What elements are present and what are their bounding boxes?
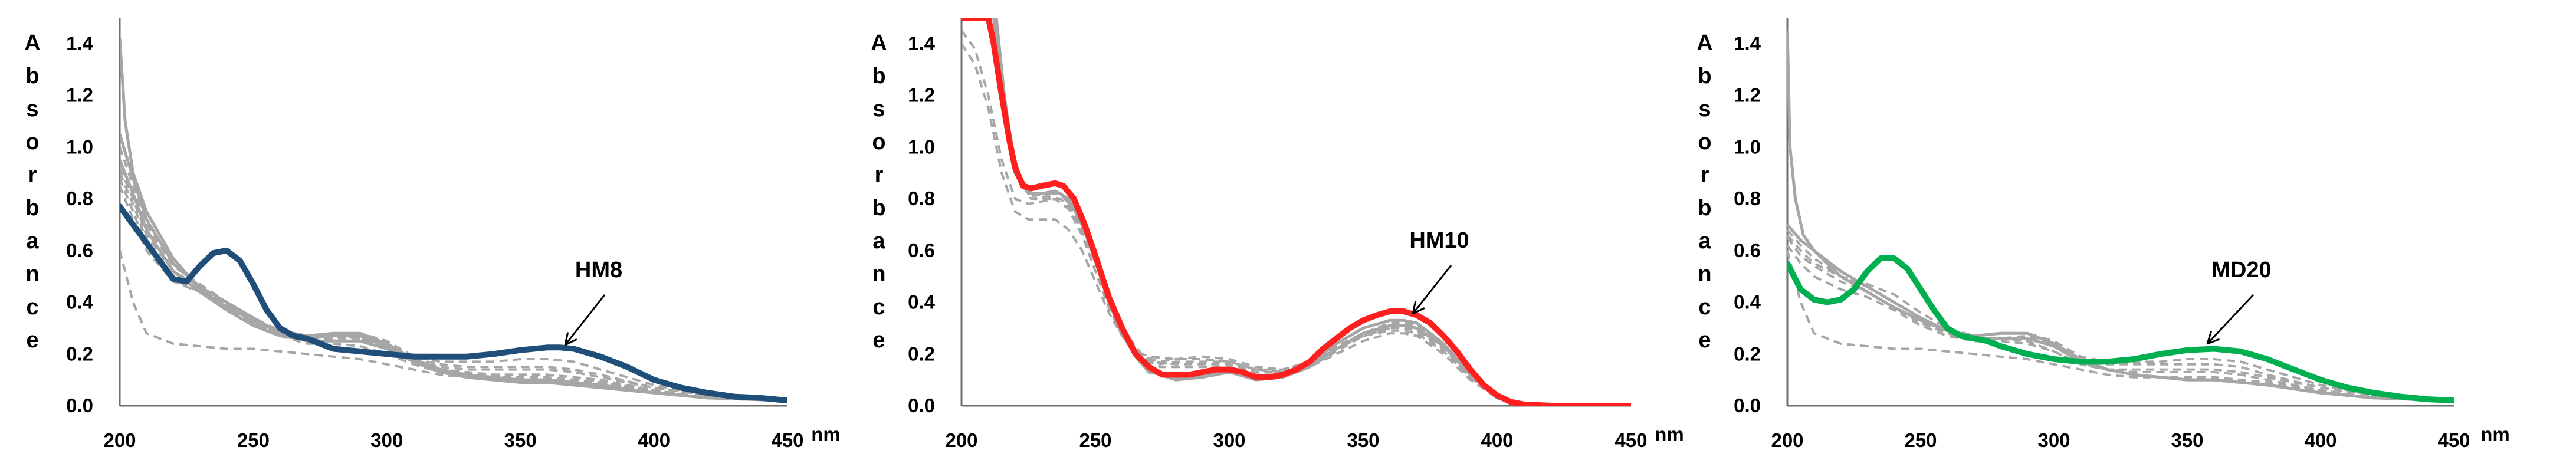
sample-annotation-label: MD20 [2211,258,2271,282]
panel-left: 0.0 0.2 0.4 0.6 0.8 1.0 1.2 1.4 200 250 300 350 400 4… [24,18,841,451]
x-tick-label: 400 [2304,429,2337,451]
x-tick-label: 350 [2171,429,2203,451]
y-tick-label: 0.4 [908,291,936,313]
reference-spectrum-line [962,29,1631,406]
x-axis-unit-label: nm [811,423,841,445]
y-tick-label: 1.2 [1734,84,1761,106]
x-tick-label: 250 [1079,429,1111,451]
y-tick-label: 1.4 [908,32,936,54]
reference-spectrum-line [1787,244,2454,402]
reference-spectrum-line [120,172,787,402]
reference-spectrum-line [120,38,787,402]
y-tick-label: 0.4 [66,291,94,313]
y-tick-label: 0.8 [1734,188,1761,209]
reference-spectrum-line [120,133,787,402]
annotation-arrow-head [564,332,577,346]
annotation-arrow-head [1412,301,1425,315]
reference-spectrum-line [1787,229,2454,402]
x-tick-label: 250 [237,429,270,451]
x-tick-label: 300 [370,429,403,451]
y-tick-label: 0.0 [66,395,93,416]
y-tick-label: 1.0 [908,136,935,157]
x-tick-label: 200 [945,429,977,451]
highlight-spectrum-hm8 [120,203,787,404]
annotation-arrow [564,294,606,346]
highlight-spectrum-hm10 [962,18,1631,406]
y-tick-label: 1.4 [1734,32,1761,54]
panel-middle: 0.0 0.2 0.4 0.6 0.8 1.0 1.2 1.4 200 250 300 350 400 4… [871,18,1684,451]
y-tick-label: 0.2 [66,343,93,364]
y-tick-label: 0.6 [908,239,935,261]
reference-spectrum-line [962,18,1631,406]
y-tick-label: 0.0 [1734,395,1761,416]
reference-spectrum-line [120,167,787,402]
x-tick-label: 300 [1213,429,1245,451]
sample-annotation-label: HM8 [575,258,622,282]
highlight-spectrum-md20 [1787,255,2454,404]
reference-spectrum-line [1787,224,2454,402]
x-axis-unit-label: nm [1655,423,1684,445]
y-tick-label: 0.2 [1734,343,1761,364]
reference-spectrum-line [962,18,1631,406]
reference-spectrum-line [962,18,1631,406]
y-tick-label: 1.2 [908,84,935,106]
reference-spectrum-line [1787,236,2454,402]
annotation-arrow-head [2206,331,2220,345]
sample-annotation-label: HM10 [1409,228,1469,253]
y-tick-label: 1.2 [66,84,93,106]
x-tick-label: 350 [1347,429,1379,451]
reference-spectrum-line [962,18,1631,406]
y-tick-label: 0.2 [908,343,935,364]
reference-spectrum-line [120,146,787,402]
reference-spectrum-line [1787,30,2454,402]
x-tick-label: 400 [1481,429,1513,451]
x-axis-unit-label: nm [2480,423,2510,445]
x-tick-label: 300 [2037,429,2070,451]
reference-spectrum-line [120,250,787,402]
y-tick-label: 0.8 [66,188,93,209]
x-tick-label: 350 [504,429,537,451]
x-tick-label: 400 [638,429,670,451]
reference-spectrum-line [962,18,1631,406]
reference-spectrum-line [1787,250,2454,402]
x-tick-label: 450 [771,429,803,451]
y-tick-label: 0.0 [908,395,935,416]
y-tick-label: 0.6 [66,239,93,261]
x-tick-label: 450 [2437,429,2470,451]
y-tick-label: 1.0 [1734,136,1761,157]
y-tick-label: 0.6 [1734,239,1761,261]
x-tick-label: 200 [1771,429,1803,451]
x-tick-label: 250 [1904,429,1937,451]
reference-spectrum-line [962,42,1631,406]
y-tick-label: 0.8 [908,188,935,209]
y-tick-label: 1.0 [66,136,93,157]
y-tick-label: 0.4 [1734,291,1761,313]
annotation-arrow [2206,294,2255,345]
reference-spectrum-line [120,185,787,402]
annotation-arrow [1412,265,1452,314]
reference-spectrum-line [120,178,787,402]
x-tick-label: 450 [1614,429,1647,451]
panel-right: 0.0 0.2 0.4 0.6 0.8 1.0 1.2 1.4 200 250 300 350 400 4… [1696,18,2510,451]
x-tick-label: 200 [103,429,136,451]
y-tick-label: 1.4 [66,32,94,54]
